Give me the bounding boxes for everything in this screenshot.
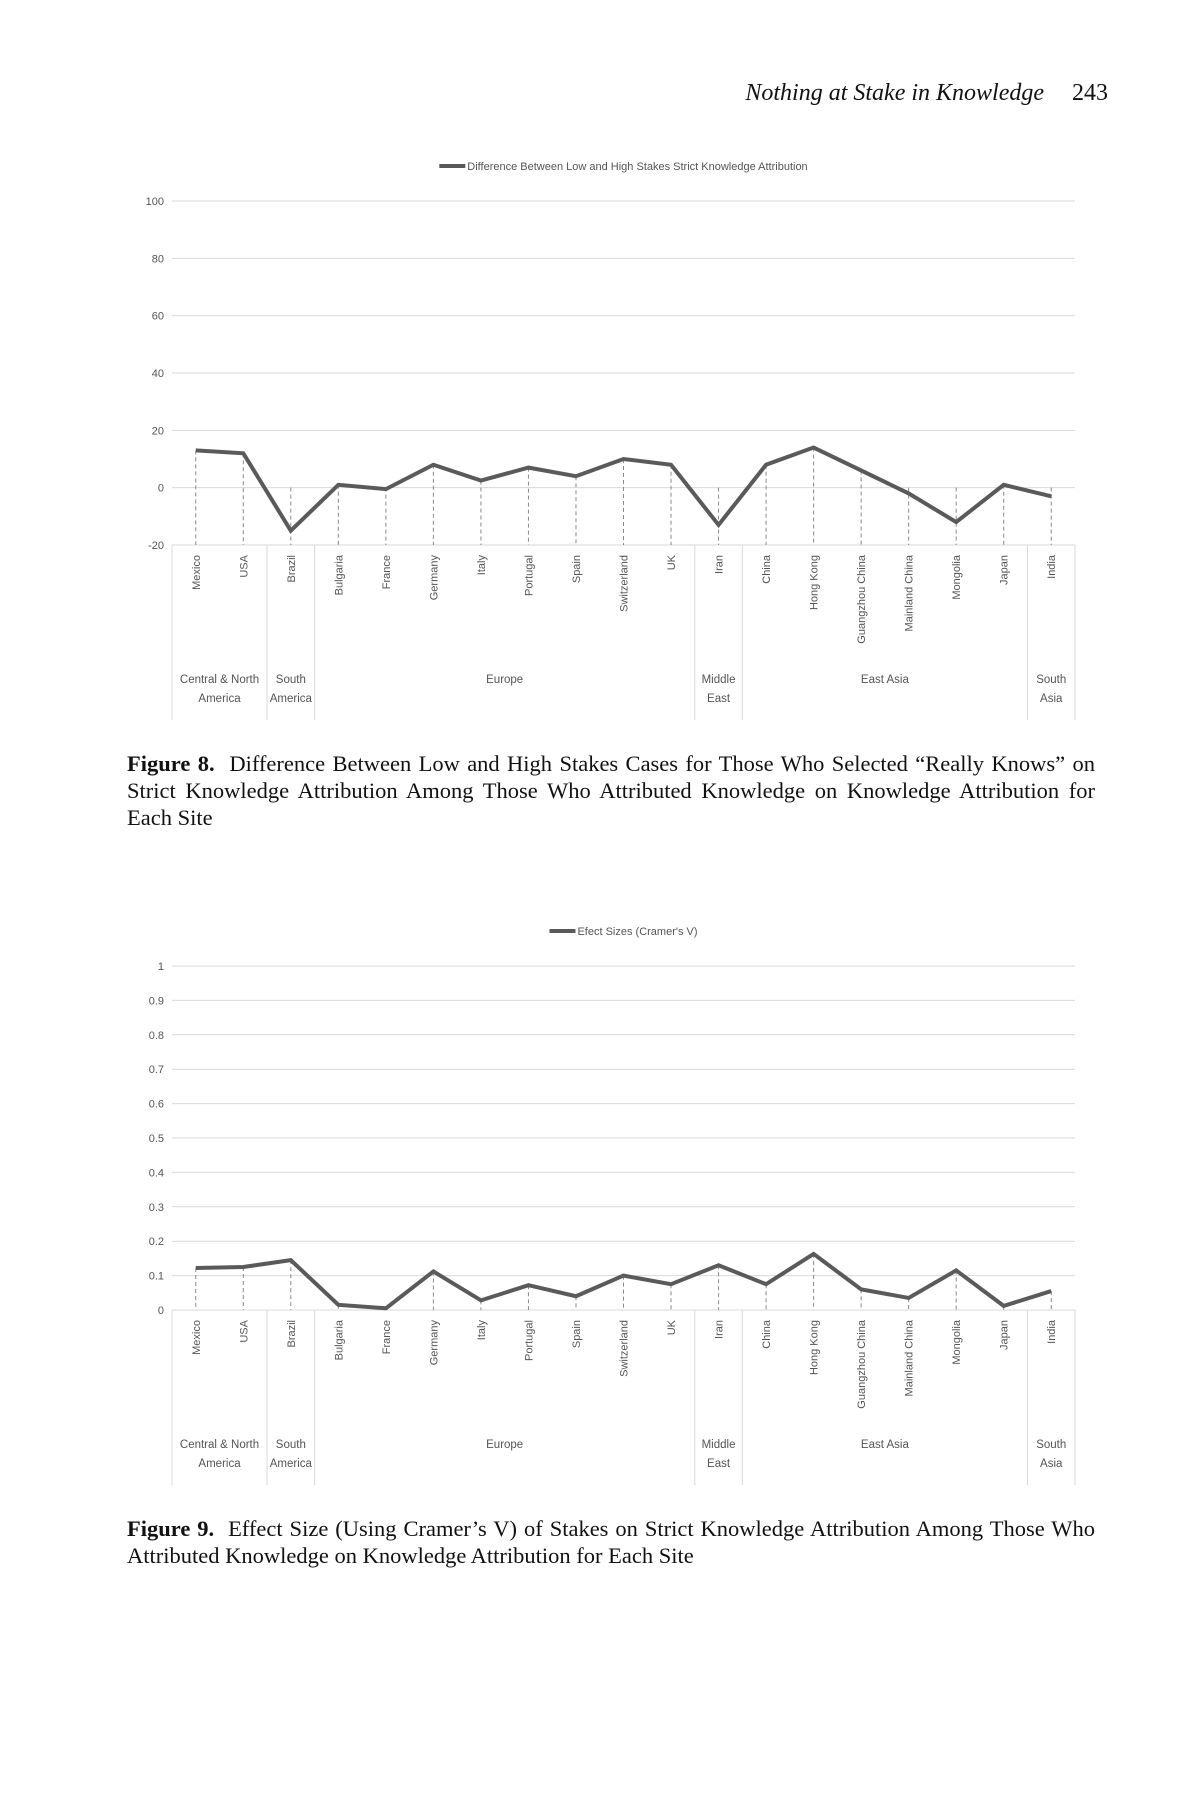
fig8-ytick-label: -20 <box>148 540 164 552</box>
figure-9-caption-text: Effect Size (Using Cramer’s V) of Stakes… <box>127 1516 1095 1568</box>
figure-8-label: Figure 8. <box>127 751 215 776</box>
fig8-category-label: USA <box>238 554 250 577</box>
fig8-group-label: Middle <box>702 674 736 686</box>
fig8-legend-label: Difference Between Low and High Stakes S… <box>467 161 807 173</box>
running-head-title: Nothing at Stake in Knowledge <box>745 80 1044 106</box>
page-number: 243 <box>1072 80 1108 106</box>
fig8-category-label: Spain <box>571 555 583 583</box>
fig9-ytick-label: 0.6 <box>149 1099 164 1111</box>
fig8-category-label: Switzerland <box>619 555 631 612</box>
fig8-category-label: Japan <box>999 555 1011 585</box>
fig9-category-label: Mainland China <box>904 1319 916 1396</box>
fig9-ytick-label: 0.2 <box>149 1236 164 1248</box>
fig8-group-label: Central & North <box>180 674 259 686</box>
fig8-group-label: South <box>1036 674 1066 686</box>
fig8-category-label: UK <box>666 554 678 570</box>
fig9-category-label: India <box>1046 1319 1058 1344</box>
fig9-group-label: Central & North <box>180 1439 259 1451</box>
fig9-legend: Efect Sizes (Cramer's V) <box>549 926 698 938</box>
fig9-ytick-label: 0.5 <box>149 1133 164 1145</box>
fig9-ytick-label: 0.8 <box>149 1030 164 1042</box>
fig8-group-label: America <box>270 693 313 705</box>
fig8-ytick-label: 20 <box>152 425 164 437</box>
fig9-group-label: America <box>198 1458 241 1470</box>
fig9-ytick-label: 0.1 <box>149 1271 164 1283</box>
fig8-category-label: Brazil <box>286 555 298 583</box>
fig9-category-label: Spain <box>571 1320 583 1348</box>
fig8-category-label: China <box>761 554 773 584</box>
fig9-category-label: Portugal <box>523 1320 535 1361</box>
fig9-category-label: Germany <box>428 1320 440 1366</box>
fig9-group-label: America <box>270 1458 313 1470</box>
fig9-category-label: Hong Kong <box>809 1320 821 1375</box>
fig9-category-label: USA <box>238 1319 250 1342</box>
fig8-category-label: Bulgaria <box>333 554 345 595</box>
figure-8-caption: Figure 8. Difference Between Low and Hig… <box>127 750 1095 831</box>
fig8-category-label: India <box>1046 554 1058 579</box>
fig8-ytick-label: 80 <box>152 253 164 265</box>
fig8-category-label: France <box>381 555 393 589</box>
fig9-legend-label: Efect Sizes (Cramer's V) <box>577 926 697 938</box>
fig8-group-label: South <box>276 674 306 686</box>
fig9-ytick-label: 0.3 <box>149 1202 164 1214</box>
fig8-group-label: Asia <box>1040 693 1063 705</box>
fig9-category-label: Guangzhou China <box>856 1319 868 1409</box>
fig8-category-label: Mainland China <box>904 554 916 631</box>
fig8-ytick-label: 100 <box>146 196 164 208</box>
fig9-group-label: East Asia <box>861 1439 910 1451</box>
fig8-category-label: Mongolia <box>951 554 963 600</box>
fig9-category-label: UK <box>666 1319 678 1335</box>
fig9-category-label: Bulgaria <box>333 1319 345 1360</box>
fig9-series-line <box>195 1251 1052 1311</box>
fig8-ytick-label: 0 <box>158 483 164 495</box>
fig8-legend: Difference Between Low and High Stakes S… <box>439 161 808 173</box>
fig9-ytick-label: 1 <box>158 961 164 973</box>
fig9-ytick-label: 0.9 <box>149 995 164 1007</box>
fig9-group-label: Asia <box>1040 1458 1063 1470</box>
fig9-group-label: South <box>276 1439 306 1451</box>
figure-9-caption: Figure 9. Effect Size (Using Cramer’s V)… <box>127 1515 1095 1569</box>
fig8-category-label: Italy <box>476 555 488 576</box>
fig9-category-label: Mexico <box>191 1320 203 1355</box>
fig8-group-label: Europe <box>486 674 523 686</box>
fig9-ytick-label: 0.7 <box>149 1064 164 1076</box>
fig8-category-label: Portugal <box>523 555 535 596</box>
fig9-category-label: Iran <box>714 1320 726 1339</box>
figure-9-chart: Efect Sizes (Cramer's V) 1 0.9 0.8 0.7 0.6 0.5… <box>149 926 1076 1485</box>
fig9-category-label: France <box>381 1320 393 1354</box>
fig9-category-label: Japan <box>999 1320 1011 1350</box>
figure-8-chart: Difference Between Low and High Stakes S… <box>146 161 1076 720</box>
figure-8-caption-text: Difference Between Low and High Stakes C… <box>127 751 1095 830</box>
fig9-ytick-label: 0.4 <box>149 1167 164 1179</box>
fig9-ytick-label: 0 <box>158 1305 164 1317</box>
fig9-category-label: Brazil <box>286 1320 298 1348</box>
fig8-category-label: Germany <box>428 555 440 601</box>
fig8-series-line <box>195 445 1052 534</box>
fig8-ytick-label: 40 <box>152 368 164 380</box>
fig8-ytick-label: 60 <box>152 311 164 323</box>
fig9-group-label: Europe <box>486 1439 523 1451</box>
fig9-group-label: East <box>707 1458 731 1470</box>
fig8-group-label: East <box>707 693 731 705</box>
fig9-category-label: China <box>761 1319 773 1349</box>
fig8-category-label: Guangzhou China <box>856 554 868 644</box>
running-head: Nothing at Stake in Knowledge 243 <box>745 80 1108 107</box>
fig8-category-label: Iran <box>714 555 726 574</box>
fig9-group-label: Middle <box>702 1439 736 1451</box>
figure-9-label: Figure 9. <box>127 1516 215 1541</box>
fig9-category-label: Switzerland <box>619 1320 631 1377</box>
fig9-category-label: Italy <box>476 1320 488 1341</box>
fig9-group-label: South <box>1036 1439 1066 1451</box>
fig8-category-label: Mexico <box>191 555 203 590</box>
fig9-category-label: Mongolia <box>951 1319 963 1365</box>
fig8-group-label: East Asia <box>861 674 910 686</box>
fig8-group-label: America <box>198 693 241 705</box>
fig8-category-label: Hong Kong <box>809 555 821 610</box>
